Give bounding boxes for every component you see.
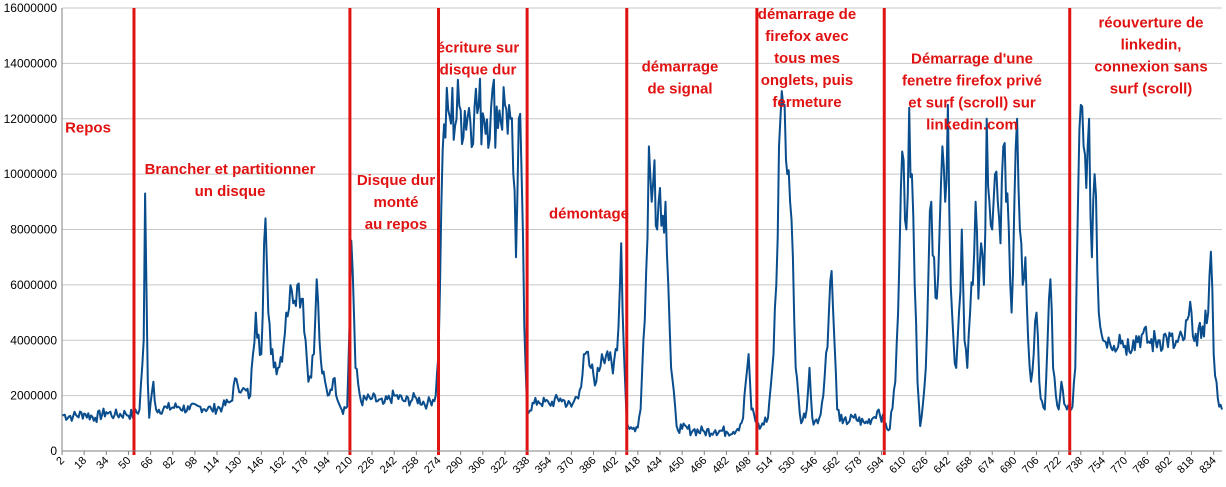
annotation-prive: Démarrage d'une fenetre firefox privé et s… [902,50,1042,133]
annotation-text: surf (scroll) [1110,80,1193,97]
y-tick-label: 12000000 [4,112,58,126]
annotation-text: démontage [549,205,629,222]
y-tick-label: 2000000 [10,389,57,403]
annotation-text: tous mes [774,50,840,67]
series-line [61,77,1223,438]
annotation-text: disque dur [440,61,517,78]
y-tick-label: 10000000 [4,167,58,181]
annotation-text: connexion sans [1094,58,1207,75]
y-tick-label: 4000000 [10,333,57,347]
annotation-firefox: démarrage de firefox avec tous mes onglets,… [758,6,856,111]
annotation-text: Brancher et partitionner [145,161,316,178]
annotation-text: onglets, puis [761,72,854,89]
annotation-text: réouverture de [1098,14,1203,31]
y-tick-label: 0 [50,444,57,458]
annotations: Repos Brancher et partitionner un disque Di… [65,6,1208,233]
annotation-text: Disque dur [357,172,436,189]
annotation-brancher: Brancher et partitionner un disque [145,161,316,200]
annotation-signal: démarrage de signal [642,59,719,98]
series-layer [61,77,1223,438]
annotation-text: fermeture [772,94,841,111]
annotation-text: Démarrage d'une [911,50,1033,67]
annotation-ecriture: écriture sur disque dur [437,39,520,78]
annotation-text: un disque [195,183,266,200]
y-axis-ticks: 0 2000000 4000000 6000000 8000000 10000000 120… [4,1,58,458]
y-tick-label: 8000000 [10,223,57,237]
event-markers [132,8,1072,455]
annotation-text: Repos [65,120,111,137]
annotation-text: démarrage de [758,6,856,23]
annotation-text: monté [374,194,419,211]
y-tick-label: 14000000 [4,56,58,70]
annotation-demontage: démontage [549,205,629,222]
y-tick-label: 16000000 [4,1,58,15]
annotation-repos: Repos [65,120,111,137]
annotation-text: écriture sur [437,39,520,56]
annotation-text: de signal [647,81,712,98]
annotation-linkedin: réouverture de linkedin, connexion sans sur… [1094,14,1207,97]
annotation-text: linkedin.com [926,116,1018,133]
annotation-text: et surf (scroll) sur [908,94,1036,111]
axes [61,8,1222,452]
annotation-text: linkedin, [1121,36,1182,53]
annotation-text: au repos [365,216,428,233]
y-tick-label: 6000000 [10,278,57,292]
annotation-text: fenetre firefox privé [902,72,1042,89]
annotation-text: firefox avec [765,28,848,45]
annotation-text: démarrage [642,59,719,76]
annotation-disque-monte: Disque dur monté au repos [357,172,436,233]
